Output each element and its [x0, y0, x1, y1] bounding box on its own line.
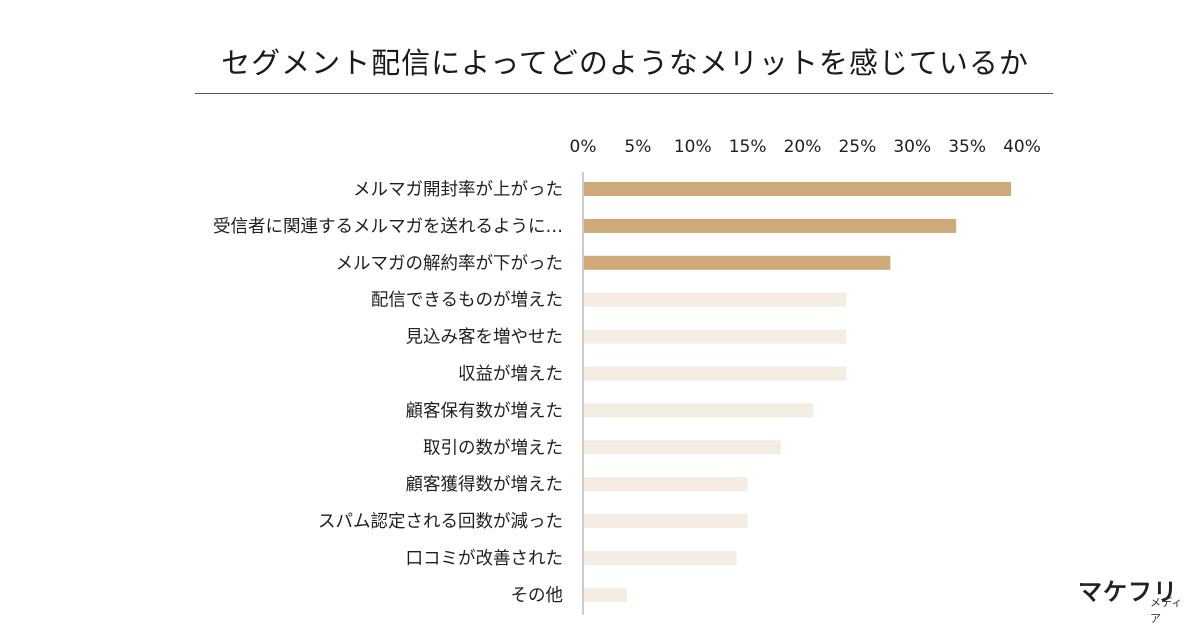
bar [584, 329, 847, 344]
bar [584, 255, 891, 270]
x-tick-label: 35% [948, 137, 986, 157]
logo-sub-text: メディア [1150, 596, 1183, 625]
category-label: 顧客獲得数が増えた [406, 475, 564, 495]
category-label: 収益が増えた [458, 365, 563, 385]
category-label: 顧客保有数が増えた [406, 401, 564, 421]
bar [584, 587, 627, 602]
category-label: 取引の数が増えた [423, 438, 563, 458]
x-tick-label: 40% [1003, 137, 1041, 157]
category-label: メルマガの解約率が下がった [336, 254, 564, 274]
bar [584, 514, 748, 529]
bar [584, 218, 957, 233]
bar [584, 292, 847, 307]
x-tick-label: 5% [624, 137, 651, 157]
bar [584, 403, 814, 418]
bar [584, 440, 781, 455]
title-divider [195, 93, 1053, 94]
brand-logo: マケフリ メディア [1078, 572, 1193, 625]
bar [584, 551, 737, 565]
x-tick-label: 20% [784, 137, 822, 157]
chart-title: セグメント配信によってどのようなメリットを感じているか [221, 46, 1029, 80]
logo-main-text: マケフリ [1078, 578, 1178, 606]
x-tick-label: 10% [674, 137, 712, 157]
category-label: 受信者に関連するメルマガを送れるように… [213, 217, 563, 237]
category-label: スパム認定される回数が減った [318, 512, 563, 532]
category-label: 配信できるものが増えた [371, 291, 563, 311]
category-label: メルマガ開封率が上がった [353, 180, 563, 200]
bar [584, 477, 748, 492]
category-label: 見込み客を増やせた [406, 328, 564, 348]
category-label: 口コミが改善された [406, 549, 564, 569]
x-tick-label: 15% [729, 137, 767, 157]
bar [584, 366, 847, 381]
x-tick-label: 25% [838, 137, 876, 157]
bar [584, 182, 1012, 196]
category-label: その他 [511, 586, 564, 606]
x-tick-label: 30% [893, 137, 931, 157]
x-tick-label: 0% [570, 137, 597, 157]
